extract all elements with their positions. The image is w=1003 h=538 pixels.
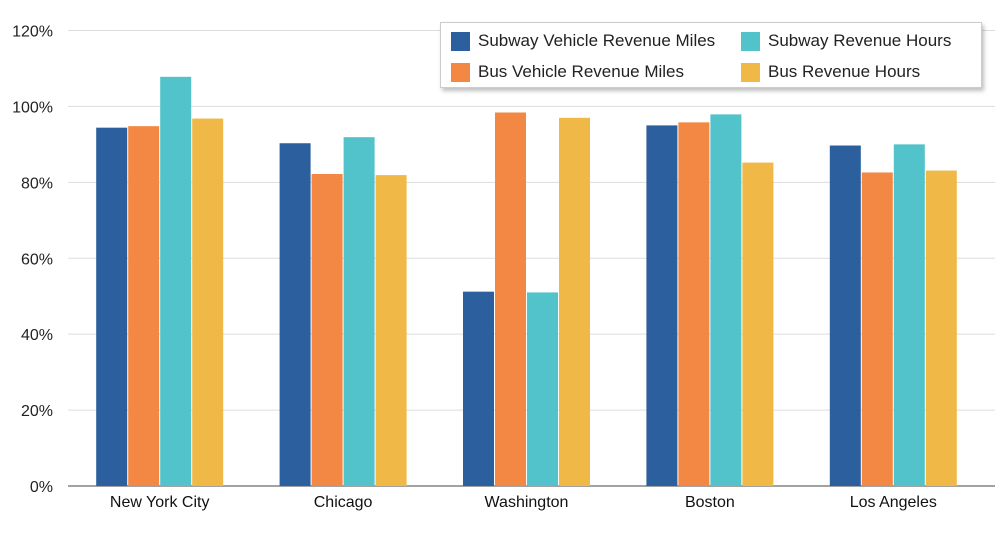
- x-tick-label: Chicago: [314, 494, 373, 511]
- legend-swatch: [741, 62, 760, 82]
- legend-item: Subway Revenue Hours: [741, 31, 951, 51]
- y-tick-label: 60%: [21, 251, 53, 268]
- y-tick-label: 120%: [12, 24, 53, 41]
- legend-swatch: [741, 31, 760, 51]
- x-tick-label: Washington: [485, 494, 569, 511]
- bar-new-york-city-0: [96, 127, 128, 486]
- bar-los-angeles-0: [829, 145, 861, 487]
- bar-washington-3: [559, 117, 590, 486]
- bar-boston-2: [710, 114, 742, 487]
- legend-label: Subway Revenue Hours: [768, 31, 952, 50]
- bar-washington-0: [463, 291, 494, 486]
- bar-new-york-city-3: [192, 118, 224, 487]
- y-tick-label: 0%: [30, 479, 53, 496]
- legend-label: Subway Vehicle Revenue Miles: [478, 31, 716, 50]
- y-tick-label: 80%: [21, 175, 53, 192]
- bar-chicago-0: [279, 143, 311, 486]
- legend-swatch: [451, 62, 470, 82]
- bar-los-angeles-2: [893, 144, 925, 486]
- bar-boston-3: [742, 162, 774, 486]
- legend-item: Bus Revenue Hours: [741, 62, 920, 82]
- bar-chicago-2: [343, 137, 375, 487]
- legend-label: Bus Revenue Hours: [768, 62, 921, 81]
- legend: Subway Vehicle Revenue Miles Subway Reven…: [440, 22, 982, 88]
- bar-chicago-1: [311, 173, 343, 487]
- legend-label: Bus Vehicle Revenue Miles: [478, 62, 685, 81]
- y-tick-label: 100%: [12, 99, 53, 116]
- bar-los-angeles-1: [861, 172, 893, 486]
- bar-boston-0: [646, 125, 678, 486]
- bar-boston-1: [678, 122, 710, 487]
- bar-washington-1: [495, 112, 526, 487]
- bar-los-angeles-3: [925, 170, 957, 486]
- bar-washington-2: [527, 292, 558, 486]
- legend-swatch: [451, 31, 470, 51]
- y-tick-label: 40%: [21, 327, 53, 344]
- legend-item: Bus Vehicle Revenue Miles: [451, 62, 684, 82]
- bar-new-york-city-2: [160, 76, 192, 486]
- y-tick-label: 20%: [21, 403, 53, 420]
- bar-chicago-3: [375, 175, 407, 486]
- x-tick-label: New York City: [110, 494, 210, 511]
- legend-item: Subway Vehicle Revenue Miles: [451, 31, 715, 51]
- bar-new-york-city-1: [128, 126, 160, 486]
- x-tick-label: Boston: [685, 494, 735, 511]
- x-tick-label: Los Angeles: [850, 494, 937, 511]
